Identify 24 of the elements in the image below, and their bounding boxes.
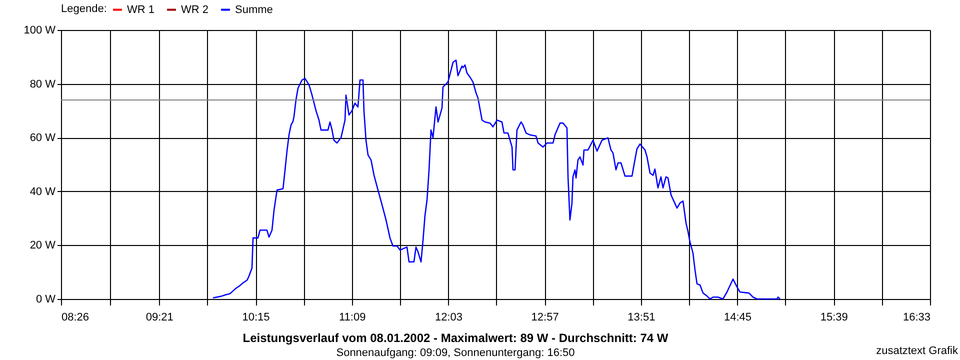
- text: zusatztext Grafik: [876, 345, 958, 357]
- x-tick-label: 12:03: [434, 312, 462, 324]
- x-tick-label: 11:09: [339, 312, 366, 324]
- line-series: [212, 59, 781, 300]
- y-tick-label: 0 W: [36, 294, 56, 306]
- y-tick-label: 20 W: [30, 240, 56, 252]
- x-tick-label: 16:33: [902, 312, 930, 324]
- x-tick-label: 09:21: [146, 312, 174, 324]
- text: Sonnenaufgang: 09:09, Sonnenuntergang: 16:50: [336, 347, 575, 359]
- y-tick-label: 60 W: [30, 132, 56, 144]
- x-tick-label: 15:39: [820, 312, 848, 324]
- y-tick-label: 40 W: [30, 186, 56, 198]
- legend-label: Summe: [235, 4, 273, 16]
- x-tick-label: 08:26: [62, 312, 90, 324]
- y-tick-label: 100 W: [24, 24, 56, 36]
- y-tick-label: 80 W: [30, 78, 56, 90]
- legend-title: Legende:: [61, 3, 107, 15]
- x-tick-label: 13:51: [628, 312, 656, 324]
- text: Leistungsverlauf vom 08.01.2002 - Maximalwert: 89 W - Durchschnitt: 74 W: [242, 331, 669, 345]
- x-tick-label: 10:15: [242, 312, 270, 324]
- x-tick-label: 14:45: [724, 312, 752, 324]
- legend-label: WR 1: [127, 4, 154, 16]
- legend-label: WR 2: [181, 4, 208, 16]
- x-tick-label: 12:57: [531, 312, 559, 324]
